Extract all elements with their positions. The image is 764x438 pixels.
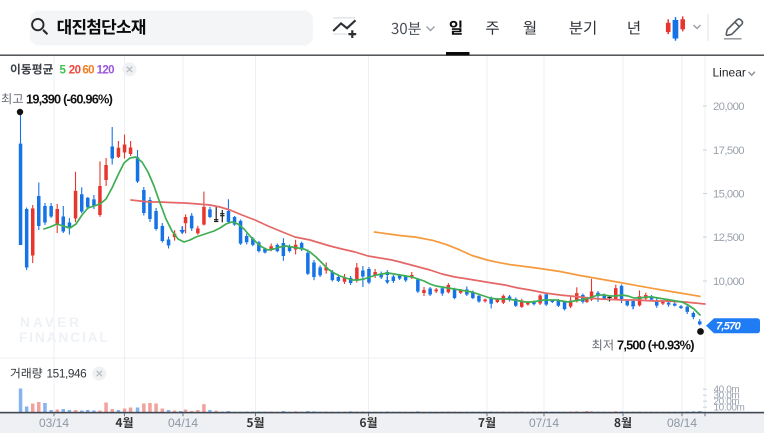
- svg-text:60: 60: [82, 65, 94, 77]
- svg-text:7,570: 7,570: [716, 321, 742, 333]
- svg-text:20.0m: 20.0m: [714, 397, 740, 408]
- svg-text:07/14: 07/14: [529, 416, 559, 430]
- svg-text:08/14: 08/14: [667, 416, 697, 430]
- svg-text:5: 5: [60, 65, 67, 77]
- svg-text:7,500 (+0.93%): 7,500 (+0.93%): [617, 338, 694, 353]
- svg-text:20: 20: [69, 65, 81, 77]
- svg-text:12,500: 12,500: [713, 232, 744, 244]
- svg-text:120: 120: [97, 65, 115, 77]
- svg-text:03/14: 03/14: [39, 416, 69, 430]
- svg-text:40.0m: 40.0m: [714, 385, 740, 396]
- svg-text:20,000: 20,000: [713, 101, 744, 113]
- svg-text:Linear: Linear: [713, 66, 746, 80]
- svg-text:04/14: 04/14: [168, 416, 198, 430]
- svg-text:10,000: 10,000: [713, 276, 744, 288]
- svg-text:15,000: 15,000: [713, 189, 744, 201]
- svg-text:NAVER: NAVER: [20, 315, 82, 330]
- svg-text:151,946: 151,946: [47, 367, 88, 381]
- svg-text:10.00m: 10.00m: [714, 403, 745, 414]
- svg-text:19,390 (-60.96%): 19,390 (-60.96%): [26, 91, 113, 106]
- svg-text:FINANCIAL: FINANCIAL: [19, 330, 110, 345]
- svg-text:17,500: 17,500: [713, 145, 744, 157]
- svg-text:30.0m: 30.0m: [714, 391, 740, 402]
